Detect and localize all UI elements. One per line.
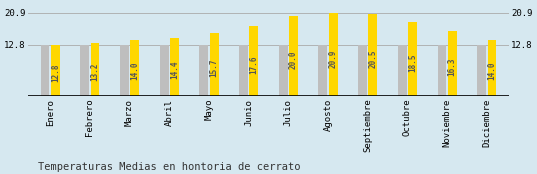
Bar (408, 22, 417, 96)
Bar (41, 45, 49, 96)
Text: 20.5: 20.5 (368, 50, 378, 68)
Bar (368, 14, 377, 96)
Bar (318, 45, 327, 96)
Bar (81, 45, 89, 96)
Text: 16.3: 16.3 (448, 57, 456, 76)
Text: 14.4: 14.4 (170, 61, 179, 79)
Bar (91, 43, 99, 96)
Bar (488, 40, 496, 96)
Bar (358, 45, 367, 96)
Text: 14.0: 14.0 (130, 62, 139, 80)
Bar (279, 45, 287, 96)
Bar (448, 31, 456, 96)
Bar (250, 26, 258, 96)
Text: 20.9: 20.9 (329, 49, 338, 68)
Bar (239, 45, 248, 96)
Bar (130, 40, 139, 96)
Text: 18.5: 18.5 (408, 53, 417, 72)
Text: 20.0: 20.0 (289, 51, 298, 69)
Text: 14.0: 14.0 (488, 62, 496, 80)
Text: 13.2: 13.2 (91, 63, 99, 81)
Bar (120, 45, 129, 96)
Bar (170, 38, 179, 96)
Bar (199, 45, 208, 96)
Bar (329, 13, 338, 96)
Bar (160, 45, 169, 96)
Bar (210, 33, 219, 96)
Text: Temperaturas Medias en hontoria de cerrato: Temperaturas Medias en hontoria de cerra… (38, 162, 300, 172)
Bar (398, 45, 407, 96)
Bar (289, 16, 298, 96)
Text: 15.7: 15.7 (209, 58, 219, 77)
Bar (438, 45, 446, 96)
Bar (51, 45, 60, 96)
Text: 17.6: 17.6 (249, 55, 258, 74)
Bar (477, 45, 486, 96)
Text: 12.8: 12.8 (51, 64, 60, 82)
